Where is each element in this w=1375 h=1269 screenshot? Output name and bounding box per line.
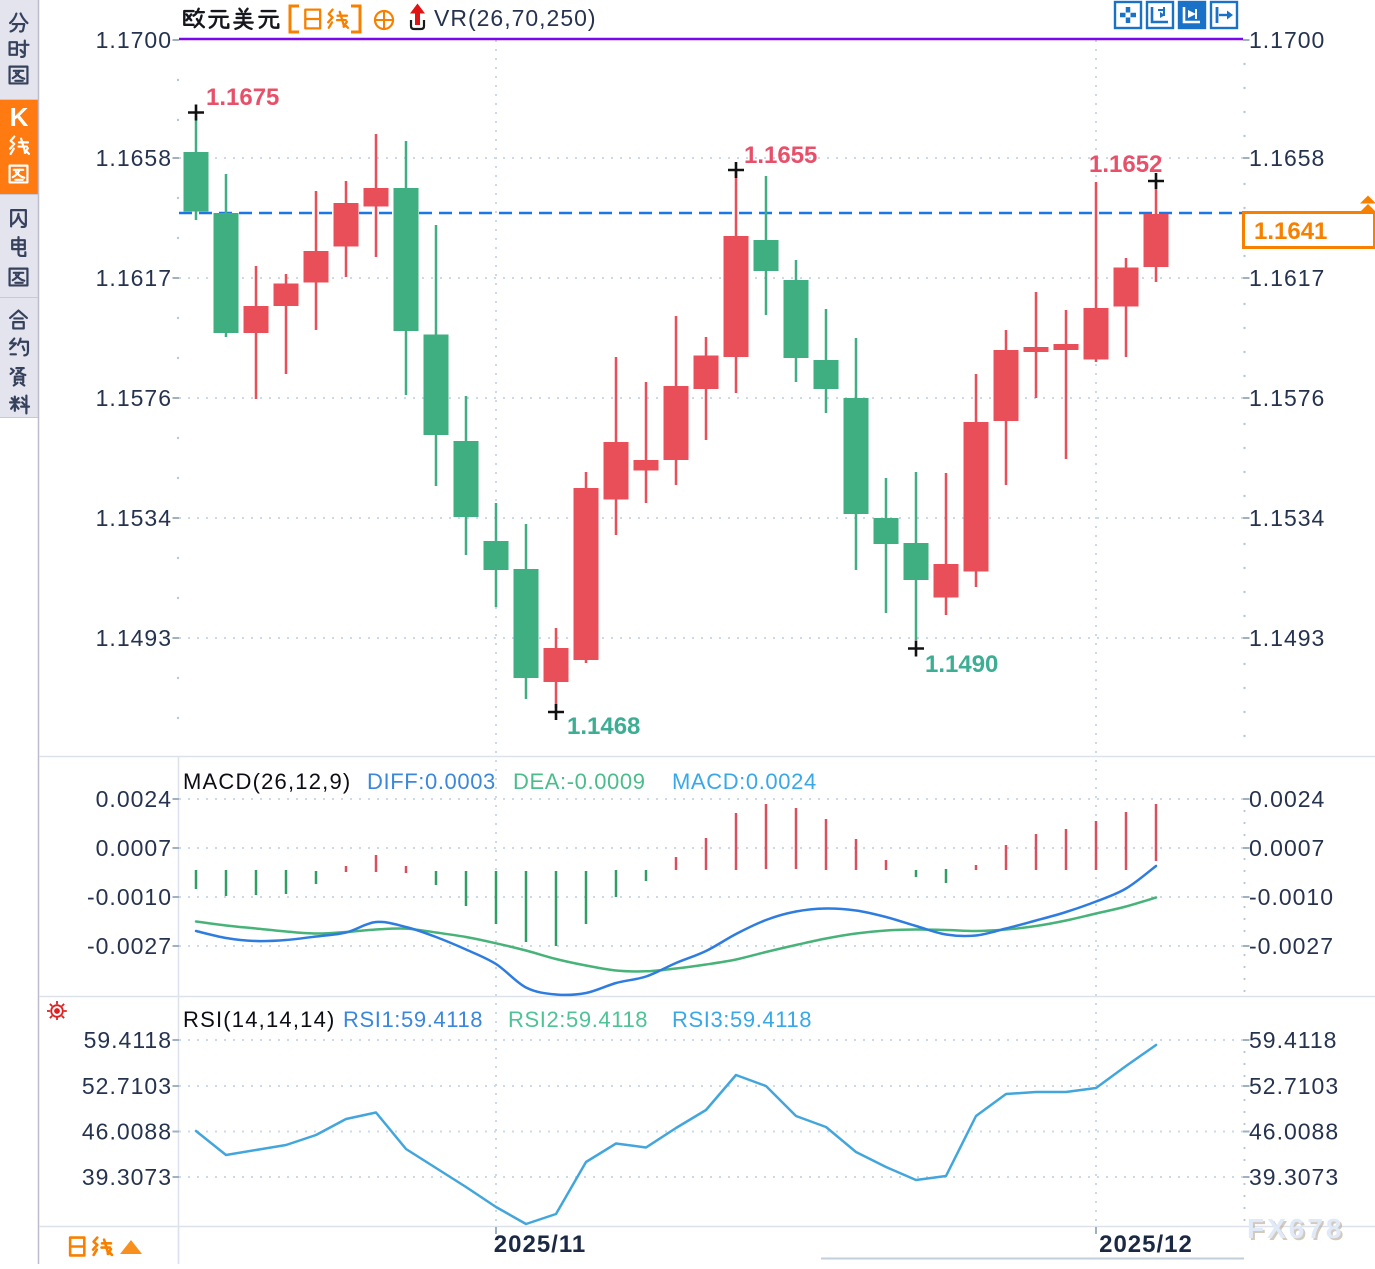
- svg-text:-0.0027: -0.0027: [1249, 933, 1334, 959]
- svg-text:0.0024: 0.0024: [1249, 786, 1325, 812]
- svg-text:52.7103: 52.7103: [1249, 1073, 1339, 1099]
- svg-text:1.1493: 1.1493: [96, 625, 172, 651]
- svg-text:RSI1:59.4118: RSI1:59.4118: [343, 1007, 483, 1032]
- svg-text:52.7103: 52.7103: [82, 1073, 172, 1099]
- svg-text:K: K: [10, 102, 29, 132]
- svg-text:1.1534: 1.1534: [1249, 505, 1325, 531]
- svg-text:59.4118: 59.4118: [84, 1027, 172, 1053]
- svg-text:46.0088: 46.0088: [1249, 1119, 1339, 1145]
- svg-text:MACD(26,12,9): MACD(26,12,9): [183, 769, 351, 794]
- svg-text:0.0007: 0.0007: [1249, 835, 1325, 861]
- svg-text:DIFF:0.0003: DIFF:0.0003: [367, 769, 496, 794]
- svg-text:1.1652: 1.1652: [1089, 151, 1162, 178]
- svg-text:-0.0027: -0.0027: [87, 933, 172, 959]
- svg-text:-0.0010: -0.0010: [1249, 884, 1334, 910]
- svg-text:1.1658: 1.1658: [96, 145, 172, 171]
- svg-text:1.1468: 1.1468: [567, 713, 640, 740]
- svg-text:1.1493: 1.1493: [1249, 625, 1325, 651]
- svg-text:46.0088: 46.0088: [82, 1119, 172, 1145]
- svg-text:RSI3:59.4118: RSI3:59.4118: [672, 1007, 812, 1032]
- svg-text:FX678: FX678: [1249, 1215, 1347, 1246]
- svg-text:RSI(14,14,14): RSI(14,14,14): [183, 1007, 336, 1032]
- svg-text:MACD:0.0024: MACD:0.0024: [672, 769, 817, 794]
- svg-text:1.1534: 1.1534: [96, 505, 172, 531]
- svg-text:VR(26,70,250): VR(26,70,250): [434, 5, 597, 31]
- svg-text:0.0007: 0.0007: [96, 835, 172, 861]
- svg-text:0.0024: 0.0024: [96, 786, 172, 812]
- svg-text:RSI2:59.4118: RSI2:59.4118: [508, 1007, 648, 1032]
- svg-text:1.1617: 1.1617: [1249, 265, 1325, 291]
- svg-text:1.1658: 1.1658: [1249, 145, 1325, 171]
- svg-text:FX678: FX678: [1247, 1213, 1345, 1244]
- svg-text:1.1675: 1.1675: [206, 84, 279, 111]
- svg-text:DEA:-0.0009: DEA:-0.0009: [513, 769, 646, 794]
- svg-text:1.1700: 1.1700: [1249, 27, 1325, 53]
- svg-text:1.1490: 1.1490: [925, 651, 998, 678]
- svg-text:1.1576: 1.1576: [96, 385, 172, 411]
- svg-text:1.1641: 1.1641: [1254, 218, 1327, 245]
- svg-text:39.3073: 39.3073: [1249, 1164, 1339, 1190]
- svg-text:59.4118: 59.4118: [1249, 1027, 1337, 1053]
- svg-text:2025/12: 2025/12: [1099, 1231, 1193, 1258]
- svg-text:1.1576: 1.1576: [1249, 385, 1325, 411]
- svg-text:39.3073: 39.3073: [82, 1164, 172, 1190]
- svg-text:1.1700: 1.1700: [96, 27, 172, 53]
- svg-text:-0.0010: -0.0010: [87, 884, 172, 910]
- svg-text:1.1655: 1.1655: [744, 142, 817, 169]
- svg-text:2025/11: 2025/11: [494, 1231, 586, 1258]
- svg-text:1.1617: 1.1617: [96, 265, 172, 291]
